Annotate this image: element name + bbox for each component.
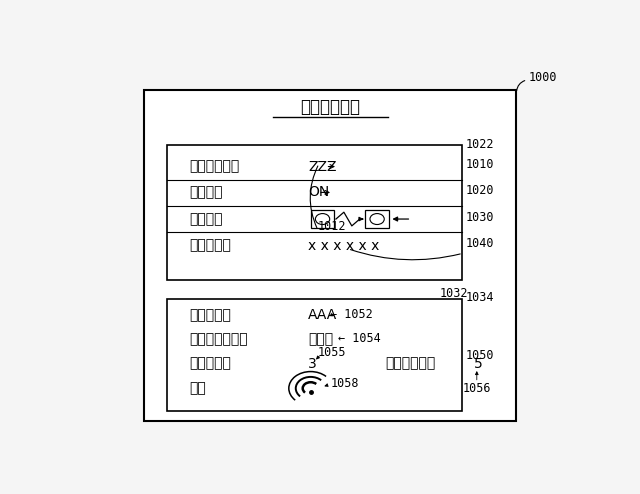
Text: 1058: 1058 [330, 377, 359, 390]
Text: 電波: 電波 [189, 381, 206, 395]
Text: ハードウェア: ハードウェア [189, 160, 239, 173]
Text: 1050: 1050 [466, 349, 494, 362]
Text: 3: 3 [308, 357, 317, 370]
Text: ZZZ: ZZZ [308, 160, 337, 173]
Text: 1040: 1040 [466, 237, 494, 250]
Text: ← 1054: ← 1054 [338, 332, 381, 345]
Text: 1020: 1020 [466, 184, 494, 197]
Text: レリーズ可: レリーズ可 [189, 357, 231, 370]
Text: 接続設定: 接続設定 [189, 212, 223, 226]
Bar [145, 90, 516, 421]
Text: 1034: 1034 [466, 290, 494, 303]
Text: 1032: 1032 [440, 287, 468, 300]
Bar [310, 210, 335, 228]
Text: ON: ON [308, 185, 330, 200]
Text: ← 1052: ← 1052 [330, 308, 373, 322]
Bar [167, 145, 462, 280]
Bar [167, 299, 462, 411]
Text: 1056: 1056 [463, 382, 491, 395]
Text: 1055: 1055 [318, 346, 347, 359]
Text: ネットワーク: ネットワーク [301, 98, 360, 116]
Text: 5: 5 [474, 357, 483, 370]
Text: 1022: 1022 [466, 138, 494, 151]
Text: オプション: オプション [189, 239, 231, 252]
Text: AAA: AAA [308, 308, 337, 322]
Text: 1010: 1010 [466, 158, 494, 171]
Text: マスターカメラ: マスターカメラ [189, 332, 248, 346]
Text: x x x x x x: x x x x x x [308, 239, 380, 252]
Bar [365, 210, 389, 228]
Text: 1030: 1030 [466, 210, 494, 224]
Text: 1012: 1012 [318, 220, 347, 233]
Text: レリーズ不可: レリーズ不可 [385, 357, 435, 370]
Text: グループ名: グループ名 [189, 308, 231, 322]
Text: 動作中: 動作中 [308, 332, 333, 346]
Text: 1000: 1000 [529, 71, 557, 84]
Text: 通信機能: 通信機能 [189, 185, 223, 200]
